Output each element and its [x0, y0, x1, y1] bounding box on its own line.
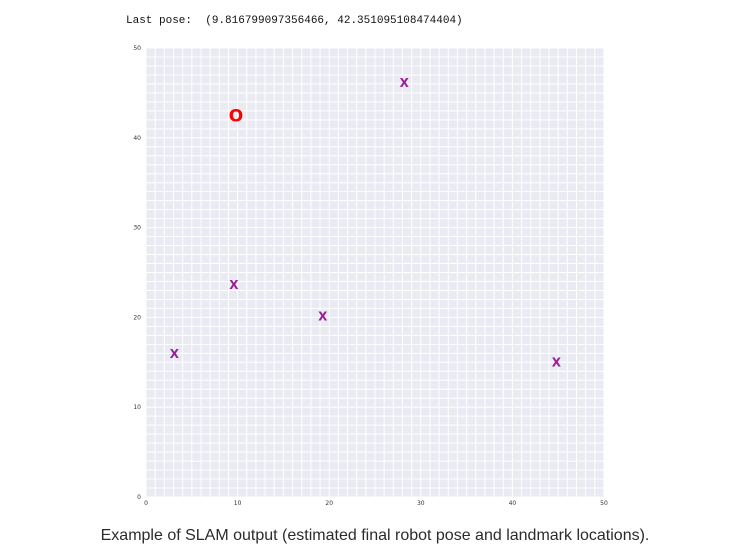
x-tick-label: 20 — [325, 500, 333, 507]
figure-caption: Example of SLAM output (estimated final … — [100, 527, 650, 544]
last-pose-readout: Last pose: (9.816799097356466, 42.351095… — [126, 15, 463, 27]
robot-pose-marker: O — [229, 107, 243, 127]
y-tick-label: 40 — [133, 135, 141, 142]
plot-area: 0 10 20 30 40 50 0 10 20 30 40 50 O X X X X X — [133, 45, 608, 507]
x-tick-label: 40 — [509, 500, 517, 507]
y-tick-label: 10 — [133, 404, 141, 411]
landmark-marker: X — [170, 347, 180, 361]
landmark-marker: X — [400, 76, 410, 90]
x-tick-label: 50 — [600, 500, 608, 507]
y-tick-label: 20 — [133, 314, 141, 321]
landmark-marker: X — [229, 278, 239, 292]
landmark-marker: X — [552, 355, 562, 369]
y-tick-label: 0 — [137, 494, 141, 501]
x-tick-label: 10 — [234, 500, 242, 507]
last-pose-value: (9.816799097356466, 42.351095108474404) — [205, 15, 463, 27]
slam-plot: 0 10 20 30 40 50 0 10 20 30 40 50 O X X X X X — [133, 45, 608, 507]
grid-lines — [145, 47, 605, 498]
y-tick-label: 30 — [133, 225, 141, 232]
x-tick-label: 0 — [144, 500, 148, 507]
landmark-marker: X — [318, 310, 328, 324]
x-tick-label: 30 — [417, 500, 425, 507]
last-pose-label: Last pose: — [126, 15, 193, 27]
y-tick-label: 50 — [133, 45, 141, 52]
